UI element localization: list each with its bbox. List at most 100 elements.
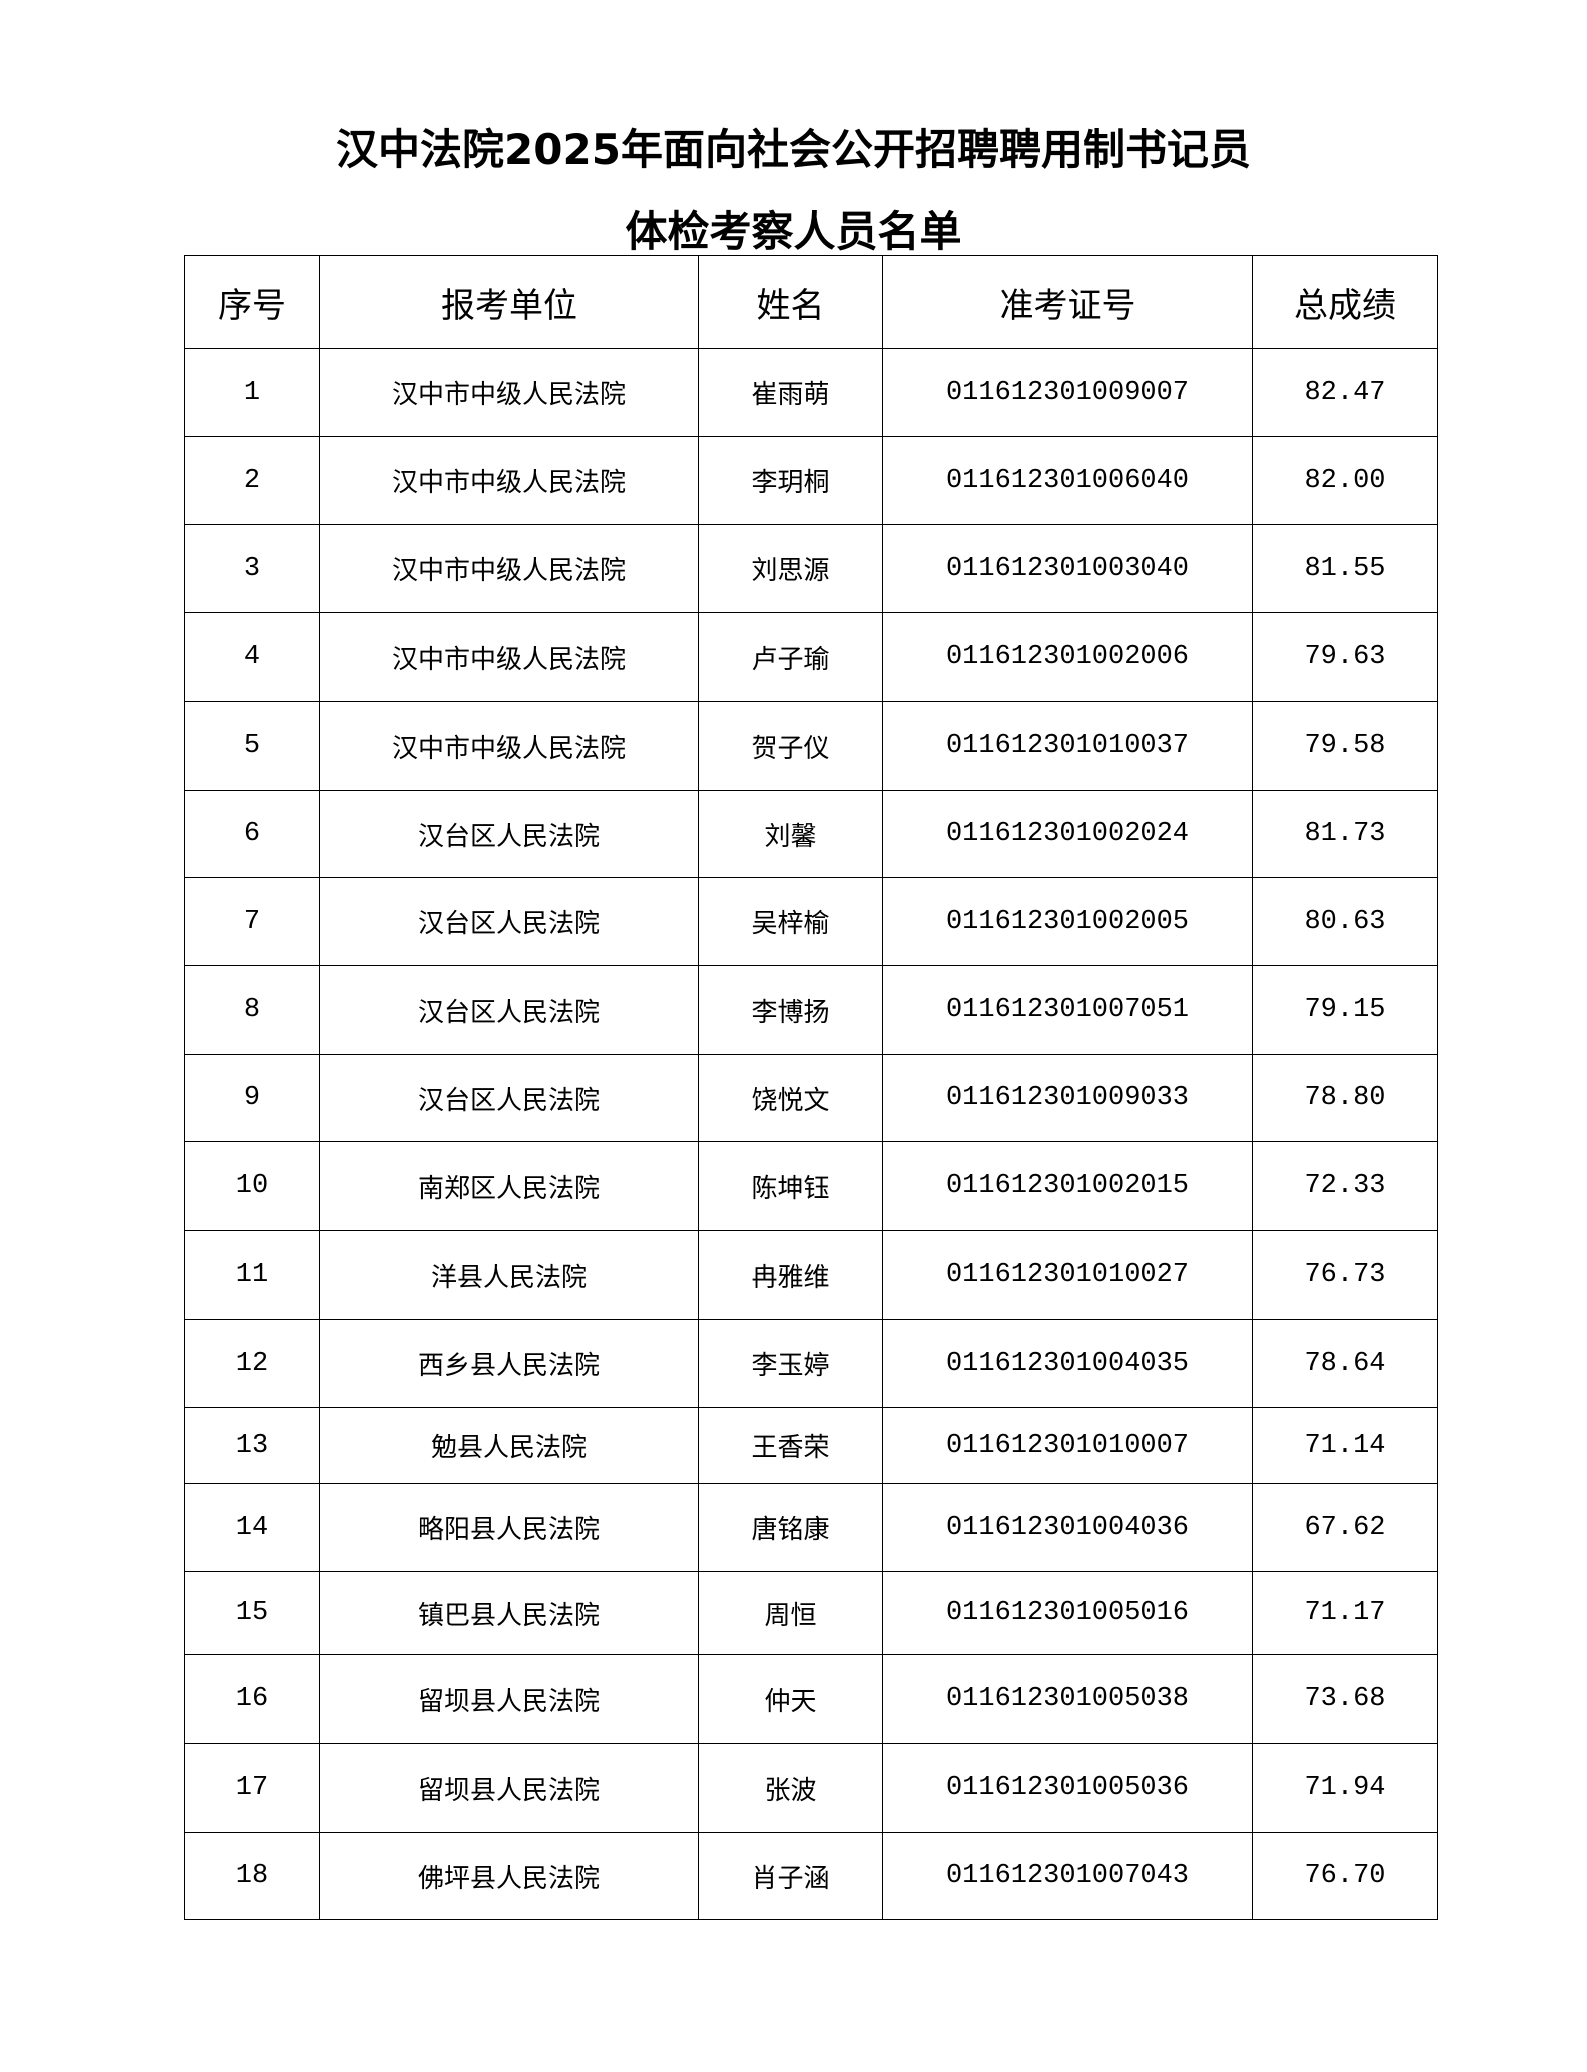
cell-exam-id: 011612301002006 xyxy=(882,612,1253,702)
cell-name: 仲天 xyxy=(698,1654,883,1744)
cell-index: 16 xyxy=(184,1654,320,1744)
cell-unit: 洋县人民法院 xyxy=(319,1230,699,1320)
cell-index: 5 xyxy=(184,701,320,791)
cell-name: 肖子涵 xyxy=(698,1832,883,1920)
cell-score: 78.80 xyxy=(1252,1054,1438,1142)
cell-score: 82.00 xyxy=(1252,436,1438,525)
cell-name: 崔雨萌 xyxy=(698,348,883,437)
table-row: 11 洋县人民法院 冉雅维 011612301010027 76.73 xyxy=(184,1230,1438,1320)
cell-score: 73.68 xyxy=(1252,1654,1438,1744)
cell-score: 71.94 xyxy=(1252,1743,1438,1833)
cell-exam-id: 011612301009007 xyxy=(882,348,1253,437)
cell-index: 4 xyxy=(184,612,320,702)
cell-index: 10 xyxy=(184,1141,320,1231)
cell-unit: 汉中市中级人民法院 xyxy=(319,701,699,791)
table-row: 10 南郑区人民法院 陈坤钰 011612301002015 72.33 xyxy=(184,1141,1438,1231)
cell-unit: 留坝县人民法院 xyxy=(319,1654,699,1744)
cell-index: 7 xyxy=(184,877,320,966)
cell-unit: 汉台区人民法院 xyxy=(319,877,699,966)
table-row: 7 汉台区人民法院 吴梓榆 011612301002005 80.63 xyxy=(184,877,1438,966)
table-row: 13 勉县人民法院 王香荣 011612301010007 71.14 xyxy=(184,1407,1438,1484)
cell-name: 刘馨 xyxy=(698,790,883,878)
table-row: 12 西乡县人民法院 李玉婷 011612301004035 78.64 xyxy=(184,1319,1438,1408)
table-row: 16 留坝县人民法院 仲天 011612301005038 73.68 xyxy=(184,1654,1438,1744)
cell-name: 吴梓榆 xyxy=(698,877,883,966)
cell-name: 张波 xyxy=(698,1743,883,1833)
cell-index: 18 xyxy=(184,1832,320,1920)
cell-score: 78.64 xyxy=(1252,1319,1438,1408)
cell-score: 80.63 xyxy=(1252,877,1438,966)
cell-score: 79.63 xyxy=(1252,612,1438,702)
cell-unit: 汉中市中级人民法院 xyxy=(319,348,699,437)
cell-name: 饶悦文 xyxy=(698,1054,883,1142)
header-unit: 报考单位 xyxy=(319,255,699,349)
cell-exam-id: 011612301003040 xyxy=(882,524,1253,613)
cell-index: 17 xyxy=(184,1743,320,1833)
cell-index: 2 xyxy=(184,436,320,525)
document-subtitle: 体检考察人员名单 xyxy=(625,207,962,256)
candidate-table: 序号 报考单位 姓名 准考证号 总成绩 1 汉中市中级人民法院 崔雨萌 0116123… xyxy=(184,255,1438,1920)
table-header-row: 序号 报考单位 姓名 准考证号 总成绩 xyxy=(184,255,1438,349)
cell-score: 71.17 xyxy=(1252,1571,1438,1655)
cell-exam-id: 011612301010027 xyxy=(882,1230,1253,1320)
cell-unit: 略阳县人民法院 xyxy=(319,1483,699,1572)
cell-unit: 留坝县人民法院 xyxy=(319,1743,699,1833)
cell-name: 冉雅维 xyxy=(698,1230,883,1320)
cell-index: 3 xyxy=(184,524,320,613)
cell-name: 周恒 xyxy=(698,1571,883,1655)
table-row: 4 汉中市中级人民法院 卢子瑜 011612301002006 79.63 xyxy=(184,612,1438,702)
cell-name: 李玉婷 xyxy=(698,1319,883,1408)
cell-exam-id: 011612301005016 xyxy=(882,1571,1253,1655)
cell-exam-id: 011612301004036 xyxy=(882,1483,1253,1572)
cell-exam-id: 011612301002015 xyxy=(882,1141,1253,1231)
table-row: 8 汉台区人民法院 李博扬 011612301007051 79.15 xyxy=(184,965,1438,1055)
cell-name: 贺子仪 xyxy=(698,701,883,791)
cell-exam-id: 011612301007051 xyxy=(882,965,1253,1055)
cell-index: 13 xyxy=(184,1407,320,1484)
cell-unit: 汉中市中级人民法院 xyxy=(319,524,699,613)
cell-index: 15 xyxy=(184,1571,320,1655)
cell-unit: 汉台区人民法院 xyxy=(319,965,699,1055)
cell-unit: 南郑区人民法院 xyxy=(319,1141,699,1231)
cell-unit: 汉中市中级人民法院 xyxy=(319,436,699,525)
cell-name: 王香荣 xyxy=(698,1407,883,1484)
cell-name: 李博扬 xyxy=(698,965,883,1055)
cell-name: 李玥桐 xyxy=(698,436,883,525)
cell-score: 79.58 xyxy=(1252,701,1438,791)
table-row: 3 汉中市中级人民法院 刘思源 011612301003040 81.55 xyxy=(184,524,1438,613)
cell-exam-id: 011612301005036 xyxy=(882,1743,1253,1833)
cell-index: 8 xyxy=(184,965,320,1055)
cell-score: 79.15 xyxy=(1252,965,1438,1055)
table-row: 18 佛坪县人民法院 肖子涵 011612301007043 76.70 xyxy=(184,1832,1438,1920)
document-title: 汉中法院2025年面向社会公开招聘聘用制书记员 xyxy=(336,125,1251,174)
cell-index: 14 xyxy=(184,1483,320,1572)
cell-score: 72.33 xyxy=(1252,1141,1438,1231)
cell-index: 12 xyxy=(184,1319,320,1408)
cell-unit: 佛坪县人民法院 xyxy=(319,1832,699,1920)
cell-name: 刘思源 xyxy=(698,524,883,613)
cell-exam-id: 011612301004035 xyxy=(882,1319,1253,1408)
cell-unit: 镇巴县人民法院 xyxy=(319,1571,699,1655)
cell-unit: 勉县人民法院 xyxy=(319,1407,699,1484)
header-index: 序号 xyxy=(184,255,320,349)
header-score: 总成绩 xyxy=(1252,255,1438,349)
table-row: 5 汉中市中级人民法院 贺子仪 011612301010037 79.58 xyxy=(184,701,1438,791)
table-row: 17 留坝县人民法院 张波 011612301005036 71.94 xyxy=(184,1743,1438,1833)
cell-index: 1 xyxy=(184,348,320,437)
cell-score: 81.55 xyxy=(1252,524,1438,613)
cell-index: 9 xyxy=(184,1054,320,1142)
cell-score: 76.70 xyxy=(1252,1832,1438,1920)
cell-exam-id: 011612301010037 xyxy=(882,701,1253,791)
cell-exam-id: 011612301002024 xyxy=(882,790,1253,878)
table-row: 2 汉中市中级人民法院 李玥桐 011612301006040 82.00 xyxy=(184,436,1438,525)
cell-unit: 汉台区人民法院 xyxy=(319,1054,699,1142)
table-row: 14 略阳县人民法院 唐铭康 011612301004036 67.62 xyxy=(184,1483,1438,1572)
cell-score: 76.73 xyxy=(1252,1230,1438,1320)
cell-index: 6 xyxy=(184,790,320,878)
cell-unit: 汉台区人民法院 xyxy=(319,790,699,878)
cell-name: 唐铭康 xyxy=(698,1483,883,1572)
cell-exam-id: 011612301009033 xyxy=(882,1054,1253,1142)
table-row: 6 汉台区人民法院 刘馨 011612301002024 81.73 xyxy=(184,790,1438,878)
cell-score: 81.73 xyxy=(1252,790,1438,878)
header-exam-id: 准考证号 xyxy=(882,255,1253,349)
